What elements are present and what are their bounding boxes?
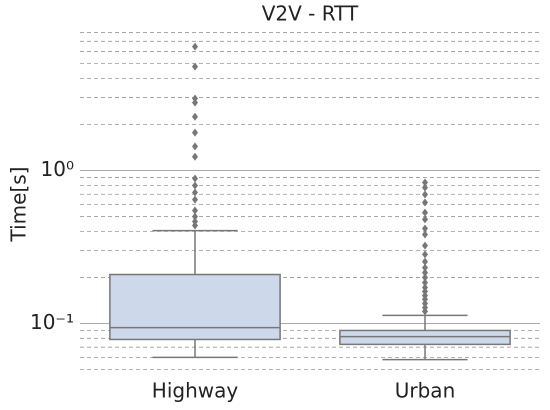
outlier	[192, 221, 198, 230]
outlier	[422, 257, 428, 266]
box	[339, 329, 511, 346]
y-tick-label: 10⁻¹	[30, 310, 74, 334]
outlier	[192, 195, 198, 204]
outlier	[192, 42, 198, 51]
outlier	[192, 128, 198, 137]
box	[109, 273, 281, 341]
outlier	[192, 94, 198, 103]
outlier	[192, 98, 198, 107]
outlier	[422, 190, 428, 199]
outlier	[192, 142, 198, 151]
outlier	[422, 287, 428, 296]
outlier	[422, 263, 428, 272]
outlier	[422, 278, 428, 287]
outlier	[422, 273, 428, 282]
outlier	[192, 188, 198, 197]
y-tick-label: 10⁰	[41, 157, 74, 181]
outlier	[422, 299, 428, 308]
outlier	[192, 152, 198, 161]
outlier	[422, 250, 428, 259]
outlier	[422, 208, 428, 217]
y-axis-label: Time[s]	[7, 167, 31, 243]
outlier	[422, 241, 428, 250]
outlier	[192, 62, 198, 71]
outlier	[422, 178, 428, 187]
outlier	[192, 206, 198, 215]
x-tick-label: Urban	[395, 379, 456, 403]
outlier	[192, 174, 198, 183]
x-tick-label: Highway	[152, 379, 239, 403]
outlier	[192, 181, 198, 190]
outlier	[422, 295, 428, 304]
outlier	[422, 215, 428, 224]
chart-title: V2V - RTT	[262, 2, 359, 26]
outlier	[422, 268, 428, 277]
outlier	[192, 212, 198, 221]
outlier	[192, 112, 198, 121]
outlier	[422, 198, 428, 207]
outlier	[422, 307, 428, 316]
outlier	[422, 183, 428, 192]
outlier	[422, 230, 428, 239]
outlier	[422, 224, 428, 233]
